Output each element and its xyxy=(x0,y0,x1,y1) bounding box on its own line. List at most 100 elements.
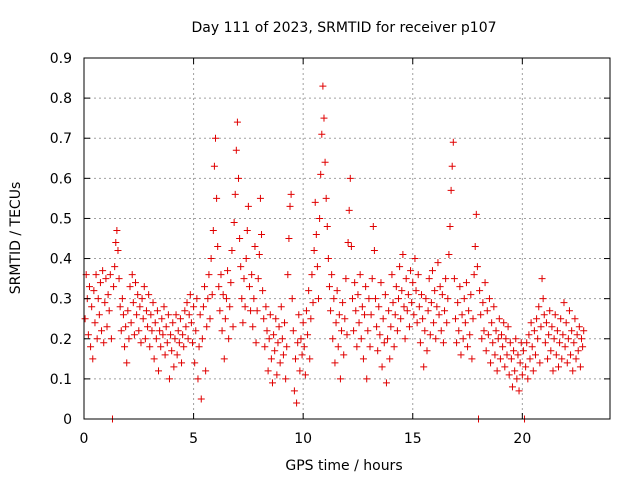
data-point xyxy=(175,339,183,347)
x-tick-label: 10 xyxy=(294,431,312,447)
data-point xyxy=(427,299,435,307)
data-point xyxy=(185,311,193,319)
data-point xyxy=(546,307,554,315)
data-point xyxy=(94,295,102,303)
data-point xyxy=(444,295,452,303)
data-point xyxy=(224,267,232,275)
data-point xyxy=(324,255,332,263)
data-point xyxy=(513,375,521,383)
data-point xyxy=(345,206,353,214)
data-point xyxy=(160,303,168,311)
data-point xyxy=(485,295,493,303)
data-point xyxy=(512,335,520,343)
data-point xyxy=(85,283,93,291)
y-tick-label: 0 xyxy=(63,412,72,428)
data-point xyxy=(471,243,479,251)
data-point xyxy=(100,339,108,347)
data-point xyxy=(395,295,403,303)
data-point xyxy=(205,271,213,279)
data-point xyxy=(541,339,549,347)
data-point xyxy=(442,275,450,283)
data-point xyxy=(568,327,576,335)
data-point xyxy=(385,307,393,315)
data-point xyxy=(336,375,344,383)
data-point xyxy=(328,271,336,279)
data-point xyxy=(172,311,180,319)
data-point xyxy=(391,311,399,319)
data-point xyxy=(441,307,449,315)
data-point xyxy=(242,255,250,263)
data-point xyxy=(515,387,523,395)
axis-ticks xyxy=(83,57,610,420)
data-point xyxy=(472,210,480,218)
data-point xyxy=(387,323,395,331)
data-point xyxy=(527,319,535,327)
data-point xyxy=(502,335,510,343)
data-point xyxy=(570,339,578,347)
data-point xyxy=(408,299,416,307)
data-point xyxy=(123,359,131,367)
data-point xyxy=(178,359,186,367)
data-point xyxy=(405,323,413,331)
data-point xyxy=(322,194,330,202)
data-point xyxy=(456,283,464,291)
data-point xyxy=(422,295,430,303)
data-point xyxy=(167,331,175,339)
data-point xyxy=(119,311,127,319)
data-point xyxy=(134,291,142,299)
data-point xyxy=(539,295,547,303)
data-point xyxy=(195,343,203,351)
data-point xyxy=(133,311,141,319)
data-point xyxy=(356,271,364,279)
data-point xyxy=(522,363,530,371)
data-point xyxy=(493,367,501,375)
data-point xyxy=(526,355,534,363)
data-point xyxy=(217,271,225,279)
data-point xyxy=(165,375,173,383)
data-point xyxy=(323,222,331,230)
data-point xyxy=(342,275,350,283)
data-point xyxy=(141,335,149,343)
data-point xyxy=(510,347,518,355)
data-point xyxy=(183,299,191,307)
data-point xyxy=(302,307,310,315)
data-point xyxy=(286,202,294,210)
data-point xyxy=(288,295,296,303)
data-point xyxy=(343,331,351,339)
data-point xyxy=(99,267,107,275)
data-point xyxy=(104,291,112,299)
data-point xyxy=(559,331,567,339)
data-point xyxy=(359,355,367,363)
data-point xyxy=(228,247,236,255)
y-tick-label: 0.8 xyxy=(50,91,72,107)
data-point xyxy=(430,319,438,327)
data-point xyxy=(403,307,411,315)
data-point xyxy=(560,299,568,307)
data-point xyxy=(271,347,279,355)
data-point xyxy=(273,371,281,379)
data-point xyxy=(575,323,583,331)
data-point xyxy=(216,307,224,315)
data-point xyxy=(554,363,562,371)
data-point xyxy=(150,355,158,363)
data-point xyxy=(511,367,519,375)
data-point xyxy=(378,363,386,371)
data-point xyxy=(320,114,328,122)
data-point xyxy=(232,146,240,154)
data-point xyxy=(384,335,392,343)
data-point xyxy=(285,235,293,242)
data-point xyxy=(138,295,146,303)
data-point xyxy=(126,283,134,291)
data-point xyxy=(135,327,143,335)
data-point xyxy=(272,315,280,323)
data-point xyxy=(487,359,495,367)
data-point xyxy=(122,323,130,331)
data-point xyxy=(267,355,275,363)
data-point xyxy=(163,339,171,347)
data-point xyxy=(282,375,290,383)
data-point xyxy=(321,158,329,166)
data-point xyxy=(576,363,584,371)
x-axis-label: GPS time / hours xyxy=(285,458,402,474)
data-point xyxy=(127,319,135,327)
data-point xyxy=(142,307,150,315)
